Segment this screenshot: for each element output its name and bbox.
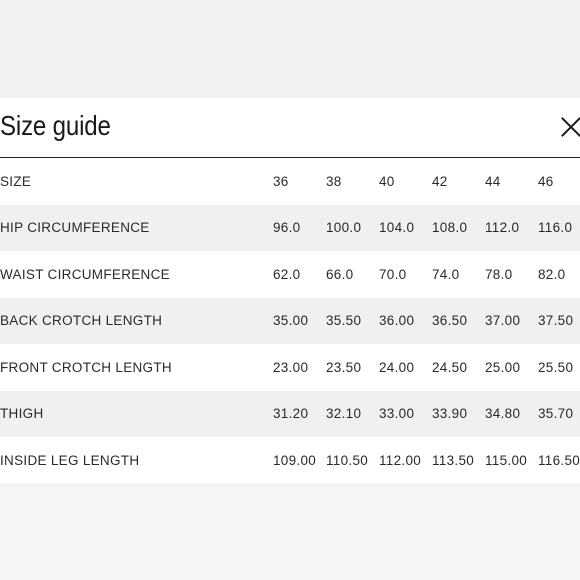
row-label: SIZE xyxy=(0,173,32,189)
row-label: WAIST CIRCUMFERENCE xyxy=(0,266,170,282)
table-cell: 23.00 xyxy=(273,359,309,375)
table-cell: 35.00 xyxy=(273,297,326,344)
table-cell: 109.00 xyxy=(273,452,317,468)
table-row-size: SIZE 36 38 40 42 44 46 xyxy=(0,158,580,205)
table-cell: 110.50 xyxy=(326,452,369,468)
close-icon[interactable] xyxy=(558,116,580,138)
modal-header: Size guide xyxy=(0,98,580,158)
table-cell: 66.0 xyxy=(326,266,354,282)
size-guide-modal: Size guide SIZE 36 38 40 42 44 46 HIP CI… xyxy=(0,98,580,483)
table-cell: 37.00 xyxy=(485,297,538,344)
table-cell: 74.0 xyxy=(432,266,460,282)
size-table: SIZE 36 38 40 42 44 46 HIP CIRCUMFERENCE… xyxy=(0,158,580,484)
table-cell: 116.50 xyxy=(538,452,580,468)
table-cell: 108.0 xyxy=(432,204,485,251)
table-cell: 82.0 xyxy=(538,266,566,282)
table-cell: 116.0 xyxy=(538,204,580,251)
table-cell: 24.00 xyxy=(379,359,415,375)
table-row-front-crotch: FRONT CROTCH LENGTH 23.00 23.50 24.00 24… xyxy=(0,344,580,391)
table-cell: 112.00 xyxy=(379,452,422,468)
table-cell: 37.50 xyxy=(538,297,580,344)
table-cell: 44 xyxy=(485,173,501,189)
table-cell: 38 xyxy=(326,173,342,189)
table-cell: 36 xyxy=(273,173,289,189)
table-cell: 25.50 xyxy=(538,359,574,375)
table-cell: 25.00 xyxy=(485,359,521,375)
modal-title: Size guide xyxy=(0,110,111,141)
table-cell: 34.80 xyxy=(485,390,538,437)
row-label: INSIDE LEG LENGTH xyxy=(0,452,140,468)
table-row-waist: WAIST CIRCUMFERENCE 62.0 66.0 70.0 74.0 … xyxy=(0,251,580,298)
table-cell: 104.0 xyxy=(379,204,432,251)
table-cell: 31.20 xyxy=(273,390,326,437)
table-row-back-crotch: BACK CROTCH LENGTH 35.00 35.50 36.00 36.… xyxy=(0,297,580,344)
table-cell: 42 xyxy=(432,173,448,189)
table-cell: 36.50 xyxy=(432,297,485,344)
row-label: HIP CIRCUMFERENCE xyxy=(0,204,273,251)
table-cell: 96.0 xyxy=(273,204,326,251)
table-cell: 23.50 xyxy=(326,359,362,375)
table-cell: 35.50 xyxy=(326,297,379,344)
table-cell: 46 xyxy=(538,173,554,189)
table-cell: 24.50 xyxy=(432,359,468,375)
table-cell: 70.0 xyxy=(379,266,407,282)
table-row-inside-leg: INSIDE LEG LENGTH 109.00 110.50 112.00 1… xyxy=(0,437,580,484)
table-cell: 33.90 xyxy=(432,390,485,437)
table-cell: 40 xyxy=(379,173,395,189)
table-cell: 62.0 xyxy=(273,266,301,282)
table-cell: 35.70 xyxy=(538,390,580,437)
table-cell: 33.00 xyxy=(379,390,432,437)
table-cell: 100.0 xyxy=(326,204,379,251)
row-label: FRONT CROTCH LENGTH xyxy=(0,359,172,375)
table-cell: 78.0 xyxy=(485,266,513,282)
table-cell: 36.00 xyxy=(379,297,432,344)
row-label: BACK CROTCH LENGTH xyxy=(0,297,273,344)
table-cell: 113.50 xyxy=(432,452,475,468)
table-row-hip: HIP CIRCUMFERENCE 96.0 100.0 104.0 108.0… xyxy=(0,204,580,251)
table-cell: 112.0 xyxy=(485,204,538,251)
table-cell: 32.10 xyxy=(326,390,379,437)
row-label: THIGH xyxy=(0,390,273,437)
table-row-thigh: THIGH 31.20 32.10 33.00 33.90 34.80 35.7… xyxy=(0,390,580,437)
table-cell: 115.00 xyxy=(485,452,528,468)
